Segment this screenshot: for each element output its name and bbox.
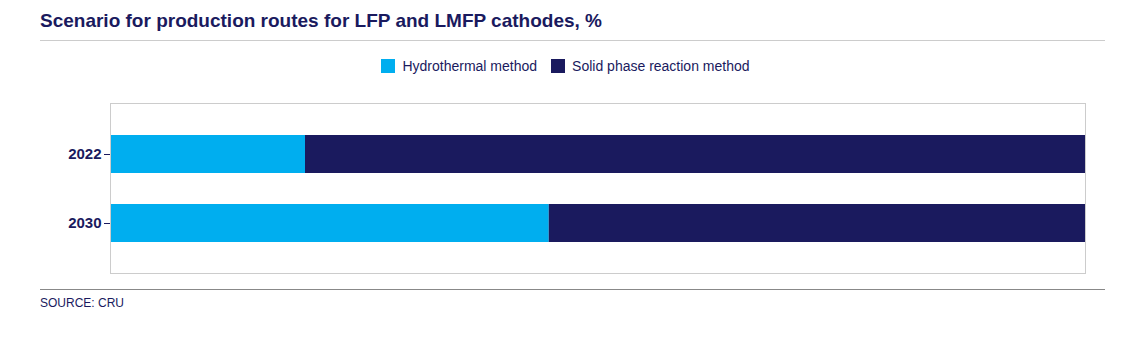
- svg-text:2022: 2022: [68, 145, 101, 162]
- html-text:SOURCE: CRU: SOURCE: CRU: [40, 296, 124, 310]
- html-text:Hydrothermal method: Hydrothermal method: [402, 57, 538, 74]
- html-text:Scenario for production routes: Scenario for production routes for LFP a…: [40, 10, 602, 31]
- svg-text:2030: 2030: [68, 214, 101, 231]
- html-text:Solid phase reaction method: Solid phase reaction method: [572, 57, 750, 74]
